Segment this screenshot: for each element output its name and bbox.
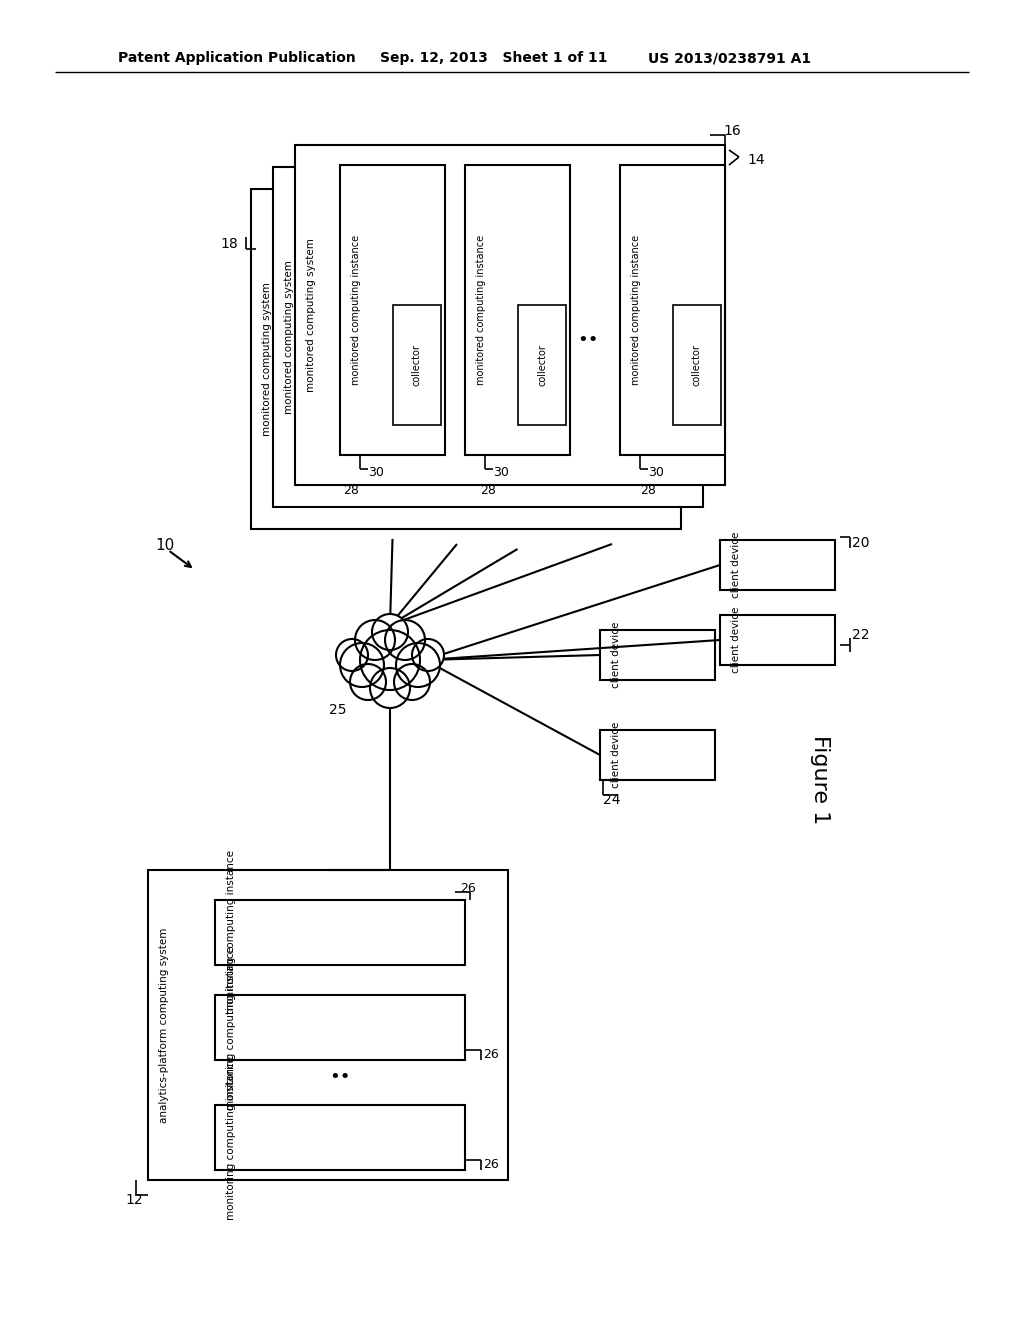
Circle shape bbox=[385, 620, 425, 660]
Text: 28: 28 bbox=[480, 483, 496, 496]
Bar bbox=[340, 165, 445, 455]
Text: 28: 28 bbox=[640, 483, 656, 496]
Bar bbox=[215, 995, 465, 1060]
Bar bbox=[215, 900, 465, 965]
Bar bbox=[620, 165, 725, 455]
Circle shape bbox=[355, 620, 395, 660]
Bar bbox=[518, 305, 566, 425]
Text: monitored computing system: monitored computing system bbox=[306, 238, 316, 392]
Text: 25: 25 bbox=[330, 704, 347, 717]
Text: Patent Application Publication: Patent Application Publication bbox=[118, 51, 355, 65]
Text: US 2013/0238791 A1: US 2013/0238791 A1 bbox=[648, 51, 811, 65]
Text: monitoring computing instance: monitoring computing instance bbox=[226, 850, 236, 1015]
Text: 30: 30 bbox=[368, 466, 384, 479]
Text: collector: collector bbox=[692, 345, 702, 385]
Text: monitored computing instance: monitored computing instance bbox=[631, 235, 641, 385]
Text: client device: client device bbox=[611, 722, 621, 788]
Text: 26: 26 bbox=[483, 1159, 499, 1172]
Text: collector: collector bbox=[412, 345, 422, 385]
Text: 14: 14 bbox=[746, 153, 765, 168]
Text: ••: •• bbox=[578, 331, 599, 348]
Text: monitored computing instance: monitored computing instance bbox=[351, 235, 361, 385]
Text: 24: 24 bbox=[603, 793, 621, 807]
Bar bbox=[465, 165, 570, 455]
Bar bbox=[673, 305, 721, 425]
Text: 18: 18 bbox=[220, 238, 238, 251]
Text: 20: 20 bbox=[852, 536, 869, 550]
Bar bbox=[148, 870, 508, 1180]
Text: monitoring computing instance: monitoring computing instance bbox=[226, 1056, 236, 1220]
Text: monitored computing system: monitored computing system bbox=[284, 260, 294, 414]
Text: client device: client device bbox=[731, 532, 741, 598]
Circle shape bbox=[336, 639, 368, 671]
Text: 12: 12 bbox=[125, 1193, 143, 1206]
Bar bbox=[295, 145, 725, 484]
Text: 26: 26 bbox=[460, 882, 476, 895]
Text: 10: 10 bbox=[156, 537, 175, 553]
Bar bbox=[600, 630, 715, 680]
Bar bbox=[600, 730, 715, 780]
Text: 30: 30 bbox=[648, 466, 664, 479]
Circle shape bbox=[350, 664, 386, 700]
Circle shape bbox=[360, 630, 420, 690]
Bar bbox=[720, 615, 835, 665]
Text: Sep. 12, 2013   Sheet 1 of 11: Sep. 12, 2013 Sheet 1 of 11 bbox=[380, 51, 607, 65]
Text: ••: •• bbox=[330, 1068, 351, 1086]
Bar bbox=[215, 1105, 465, 1170]
Text: monitoring computing instance: monitoring computing instance bbox=[226, 945, 236, 1110]
Text: monitored computing system: monitored computing system bbox=[262, 282, 272, 436]
Bar bbox=[273, 168, 703, 507]
Circle shape bbox=[394, 664, 430, 700]
Text: client device: client device bbox=[731, 607, 741, 673]
Text: 28: 28 bbox=[343, 483, 358, 496]
Text: 22: 22 bbox=[852, 628, 869, 642]
Circle shape bbox=[372, 614, 408, 649]
Text: 30: 30 bbox=[493, 466, 509, 479]
Bar bbox=[251, 189, 681, 529]
Circle shape bbox=[396, 643, 440, 686]
Text: analytics-platform computing system: analytics-platform computing system bbox=[159, 928, 169, 1123]
Text: collector: collector bbox=[537, 345, 547, 385]
Text: client device: client device bbox=[611, 622, 621, 688]
Text: 16: 16 bbox=[723, 124, 740, 139]
Bar bbox=[393, 305, 441, 425]
Circle shape bbox=[340, 643, 384, 686]
Circle shape bbox=[412, 639, 444, 671]
Text: Figure 1: Figure 1 bbox=[810, 735, 830, 825]
Circle shape bbox=[370, 668, 410, 708]
Text: 26: 26 bbox=[483, 1048, 499, 1061]
Text: monitored computing instance: monitored computing instance bbox=[476, 235, 486, 385]
Bar bbox=[720, 540, 835, 590]
